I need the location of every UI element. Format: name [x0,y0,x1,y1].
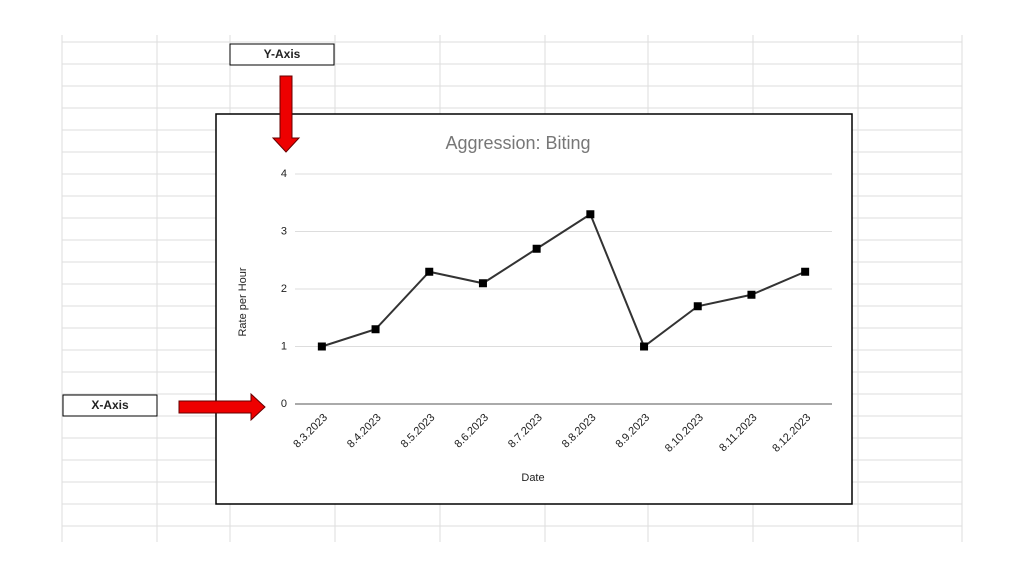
marker [747,290,756,299]
y-axis-label: Rate per Hour [237,267,249,336]
marker [532,244,541,253]
annotation: X-Axis [91,398,129,412]
y-tick-label: 1 [281,340,287,352]
marker [640,342,649,351]
marker [693,302,702,311]
x-axis-label: Date [521,472,544,484]
marker [801,267,810,276]
marker [478,279,487,288]
marker [586,210,595,219]
annotation-box [62,394,158,417]
arrow [271,75,301,153]
annotation-box [229,43,335,66]
marker [371,325,380,334]
annotation: Y-Axis [264,47,301,61]
marker [425,267,434,276]
chart-title: Aggression: Biting [445,133,590,153]
y-tick-label: 2 [281,283,287,295]
arrow [178,392,266,422]
marker [317,342,326,351]
y-tick-label: 0 [281,398,287,410]
chart-frame [215,113,853,505]
y-tick-label: 3 [281,225,287,237]
line [321,212,806,349]
y-tick-label: 4 [281,168,287,180]
